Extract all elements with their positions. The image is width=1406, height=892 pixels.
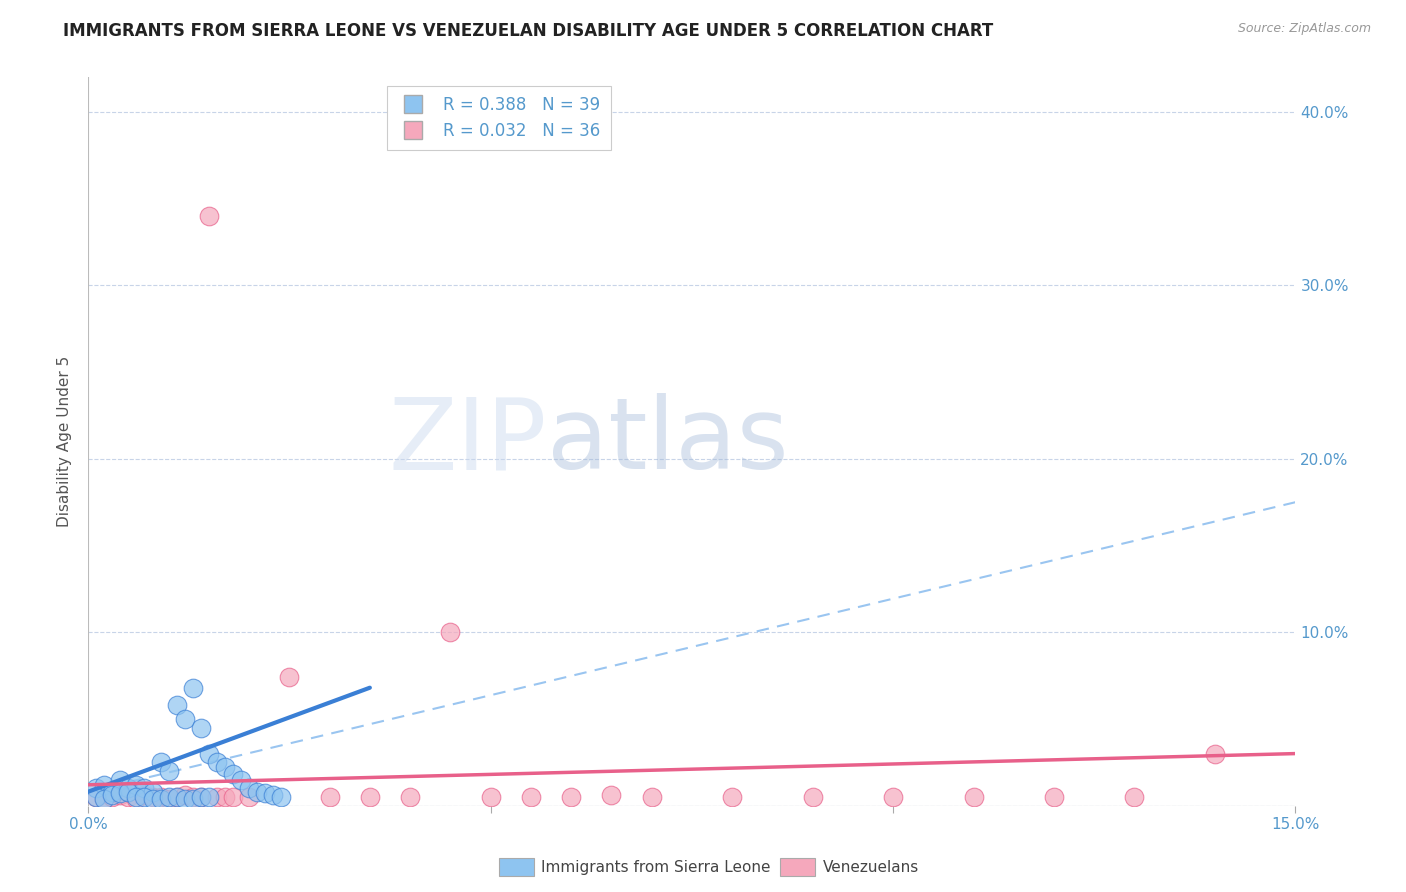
Point [439,625,461,640]
Point [149,791,172,805]
Point [125,791,148,805]
Point [479,789,502,804]
Point [190,789,212,804]
Legend: R = 0.388   N = 39, R = 0.032   N = 36: R = 0.388 N = 39, R = 0.032 N = 36 [387,86,610,150]
Point [801,789,824,804]
Point [110,772,132,787]
Text: Source: ZipAtlas.com: Source: ZipAtlas.com [1237,22,1371,36]
Point [134,789,156,804]
Point [141,785,163,799]
Point [141,789,163,804]
Point [110,787,132,801]
Point [157,789,180,804]
Point [520,789,543,804]
Text: atlas: atlas [547,393,789,490]
Point [166,789,188,804]
Point [101,785,124,799]
Text: Immigrants from Sierra Leone: Immigrants from Sierra Leone [541,860,770,874]
Point [359,789,381,804]
Point [198,747,221,761]
Point [214,760,236,774]
Point [318,789,340,804]
Point [238,781,260,796]
Point [173,712,195,726]
Point [93,791,115,805]
Point [1123,789,1146,804]
Point [962,789,984,804]
Point [157,764,180,778]
Point [134,788,156,802]
Point [190,721,212,735]
Point [600,788,623,802]
Point [84,789,107,804]
Point [157,791,180,805]
Point [560,789,582,804]
Point [166,789,188,804]
Point [117,789,139,804]
Point [93,778,115,792]
Point [1043,789,1066,804]
Point [181,791,204,805]
Point [238,789,260,804]
Point [149,756,172,770]
Point [246,785,269,799]
Point [166,698,188,712]
Point [205,756,228,770]
Point [882,789,904,804]
Point [84,789,107,804]
Y-axis label: Disability Age Under 5: Disability Age Under 5 [58,356,72,527]
Point [721,789,744,804]
Point [214,789,236,804]
Point [399,789,422,804]
Point [262,788,284,802]
Point [84,781,107,796]
Point [198,789,221,804]
Point [270,789,292,804]
Point [205,789,228,804]
Point [149,789,172,804]
Text: ZIP: ZIP [388,393,547,490]
Text: IMMIGRANTS FROM SIERRA LEONE VS VENEZUELAN DISABILITY AGE UNDER 5 CORRELATION CH: IMMIGRANTS FROM SIERRA LEONE VS VENEZUEL… [63,22,994,40]
Point [125,778,148,792]
Point [125,789,148,804]
Point [198,209,221,223]
Point [101,789,124,804]
Point [173,788,195,802]
Point [222,789,245,804]
Point [640,789,662,804]
Point [141,791,163,805]
Point [190,789,212,804]
Point [222,767,245,781]
Point [1204,747,1226,761]
Point [93,791,115,805]
Point [134,781,156,796]
Point [254,787,277,801]
Point [181,789,204,804]
Point [229,772,252,787]
Point [173,791,195,805]
Text: Venezuelans: Venezuelans [823,860,918,874]
Point [181,681,204,695]
Point [110,788,132,802]
Point [117,781,139,796]
Point [101,788,124,802]
Point [117,785,139,799]
Point [278,670,301,684]
